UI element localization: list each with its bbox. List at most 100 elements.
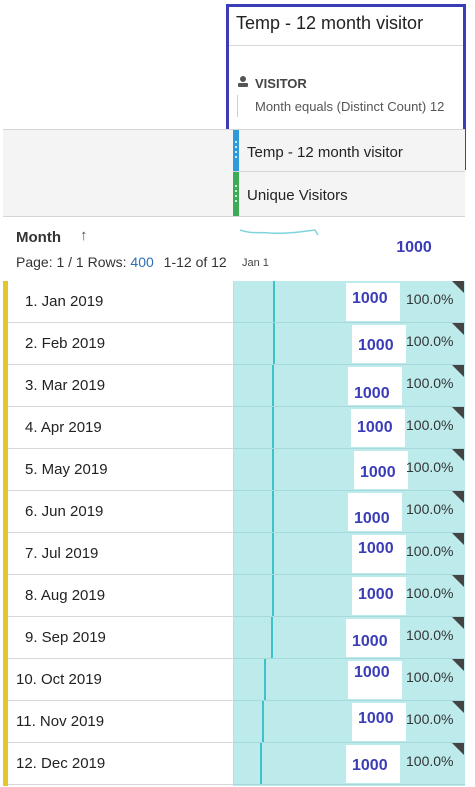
sort-ascending-icon[interactable]: ↑ xyxy=(80,227,88,244)
pagination-info: Page: 1 / 1 Rows: 400 1-12 of 12 xyxy=(16,252,234,272)
row-label[interactable]: 12. Dec 2019 xyxy=(16,755,106,772)
trend-line xyxy=(272,407,274,449)
metric-percent: 100.0% xyxy=(406,543,454,559)
table-row[interactable]: 3. Mar 2019 xyxy=(8,365,233,407)
segment-title: Temp - 12 month visitor xyxy=(236,13,424,33)
table-row[interactable]: 9. Sep 2019 xyxy=(8,617,233,659)
row-separator xyxy=(234,490,465,491)
metric-percent: 100.0% xyxy=(406,375,454,391)
column-total-box xyxy=(365,231,463,265)
row-separator xyxy=(234,616,465,617)
cell-corner-marker xyxy=(452,365,464,377)
trend-line xyxy=(264,659,266,701)
row-label[interactable]: 7. Jul 2019 xyxy=(25,545,99,562)
row-separator xyxy=(234,658,465,659)
value-cell-box xyxy=(346,745,400,783)
value-cell-box xyxy=(352,703,406,741)
cell-corner-marker xyxy=(452,407,464,419)
value-cell-box xyxy=(346,619,400,657)
row-label[interactable]: 3. Mar 2019 xyxy=(25,377,106,394)
segment-name[interactable]: Temp - 12 month visitor xyxy=(247,144,403,161)
table-row[interactable]: 10. Oct 2019 xyxy=(8,659,233,701)
trend-line xyxy=(272,449,274,491)
value-cell-box xyxy=(351,409,405,447)
trend-line xyxy=(271,617,273,659)
table-row[interactable]: 4. Apr 2019 xyxy=(8,407,233,449)
row-label[interactable]: 11. Nov 2019 xyxy=(16,713,105,730)
metric-value[interactable]: 1000 xyxy=(354,510,390,527)
metric-percent: 100.0% xyxy=(406,333,454,349)
row-separator xyxy=(234,406,465,407)
row-separator xyxy=(234,700,465,701)
metric-percent: 100.0% xyxy=(406,669,454,685)
row-label[interactable]: 5. May 2019 xyxy=(25,461,108,478)
row-label[interactable]: 2. Feb 2019 xyxy=(25,335,106,352)
rows-per-page-select[interactable]: 400 xyxy=(130,254,154,270)
table-row[interactable]: 2. Feb 2019 xyxy=(8,323,233,365)
metric-percent: 100.0% xyxy=(406,459,454,475)
trend-line xyxy=(260,743,262,785)
metric-value[interactable]: 1000 xyxy=(358,710,394,727)
row-label[interactable]: 1. Jan 2019 xyxy=(25,293,104,310)
table-row[interactable]: 1. Jan 2019 xyxy=(8,281,233,323)
table-row[interactable]: 7. Jul 2019 xyxy=(8,533,233,575)
metric-value[interactable]: 1000 xyxy=(357,419,393,436)
segment-drag-handle[interactable] xyxy=(233,130,239,171)
metric-value[interactable]: 1000 xyxy=(354,385,390,402)
metric-percent: 100.0% xyxy=(406,417,454,433)
row-label[interactable]: 6. Jun 2019 xyxy=(25,503,104,520)
metric-drag-handle[interactable] xyxy=(233,172,239,216)
table-row[interactable]: 5. May 2019 xyxy=(8,449,233,491)
segment-rule: Month equals (Distinct Count) 12 xyxy=(255,99,445,114)
row-separator xyxy=(234,784,465,785)
table-row[interactable]: 11. Nov 2019 xyxy=(8,701,233,743)
row-label[interactable]: 10. Oct 2019 xyxy=(16,671,102,688)
value-cell-box xyxy=(354,451,408,489)
table-row[interactable]: 12. Dec 2019 xyxy=(8,743,233,785)
row-label[interactable]: 9. Sep 2019 xyxy=(25,629,106,646)
row-separator xyxy=(234,322,465,323)
table-row[interactable]: 8. Aug 2019 xyxy=(8,575,233,617)
metric-percent: 100.0% xyxy=(406,501,454,517)
rule-indent-line xyxy=(237,95,238,117)
column-divider xyxy=(233,281,234,786)
container-label: VISITOR xyxy=(255,76,307,91)
metric-value[interactable]: 1000 xyxy=(360,464,396,481)
metric-percent: 100.0% xyxy=(406,711,454,727)
row-separator xyxy=(234,364,465,365)
metric-percent: 100.0% xyxy=(406,585,454,601)
divider xyxy=(229,45,463,46)
metric-value[interactable]: 1000 xyxy=(358,337,394,354)
sparkline-label: Jan 1 xyxy=(242,257,269,269)
metric-value[interactable]: 1000 xyxy=(352,290,388,307)
metric-value[interactable]: 1000 xyxy=(358,586,394,603)
value-cell-box xyxy=(348,493,402,531)
cell-corner-marker xyxy=(452,491,464,503)
metric-value[interactable]: 1000 xyxy=(352,633,388,650)
dimension-header[interactable]: Month xyxy=(16,229,61,246)
cell-corner-marker xyxy=(452,617,464,629)
metric-value[interactable]: 1000 xyxy=(358,540,394,557)
metric-percent: 100.0% xyxy=(406,291,454,307)
range-text: 1-12 of 12 xyxy=(163,254,227,270)
metric-value[interactable]: 1000 xyxy=(352,757,388,774)
cell-corner-marker xyxy=(452,323,464,335)
cell-corner-marker xyxy=(452,449,464,461)
sparkline xyxy=(240,229,319,236)
row-label[interactable]: 4. Apr 2019 xyxy=(25,419,102,436)
metric-name[interactable]: Unique Visitors xyxy=(247,187,348,204)
metric-percent: 100.0% xyxy=(406,753,454,769)
segment-column-header[interactable] xyxy=(233,130,465,172)
metric-value[interactable]: 1000 xyxy=(354,664,390,681)
trend-line xyxy=(272,491,274,533)
table-row[interactable]: 6. Jun 2019 xyxy=(8,491,233,533)
page-label: Page: 1 / 1 Rows: xyxy=(16,254,127,270)
trend-line xyxy=(272,575,274,617)
row-label[interactable]: 8. Aug 2019 xyxy=(25,587,106,604)
row-separator xyxy=(234,742,465,743)
cell-corner-marker xyxy=(452,533,464,545)
row-highlight-bar xyxy=(3,281,8,786)
row-separator xyxy=(234,532,465,533)
trend-line xyxy=(273,323,275,365)
cell-corner-marker xyxy=(452,701,464,713)
